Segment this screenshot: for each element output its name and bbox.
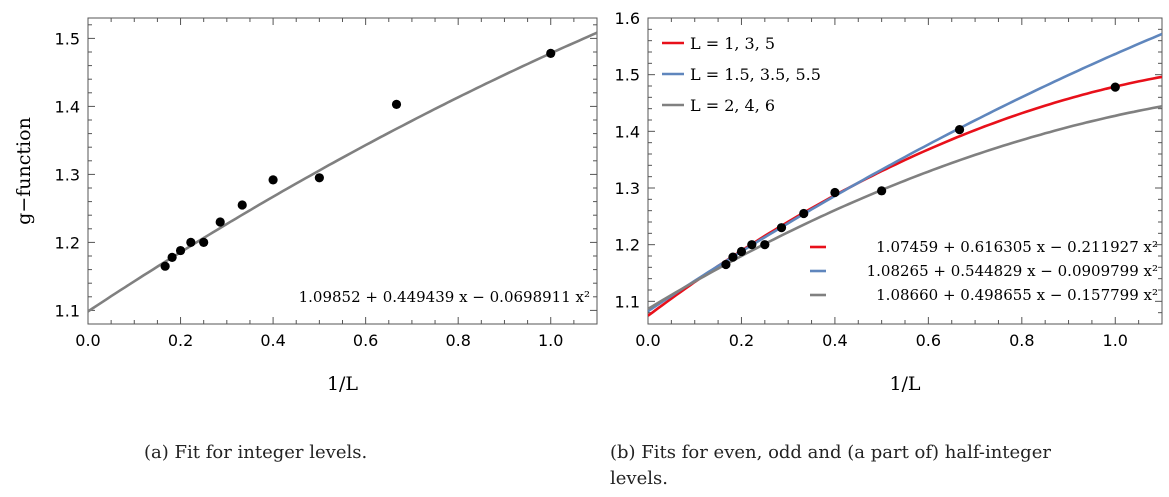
data-point [215, 217, 225, 227]
x-tick-label: 0.6 [353, 331, 378, 350]
y-tick-label: 1.6 [615, 9, 640, 28]
data-point [877, 186, 887, 196]
data-point [314, 173, 324, 183]
data-point [199, 237, 209, 247]
data-point [760, 240, 770, 250]
data-point [391, 99, 402, 109]
legend-label-3: L = 2, 4, 6 [690, 96, 775, 115]
data-point [736, 246, 747, 257]
x-tick-label: 1.0 [538, 331, 563, 350]
y-tick-label: 1.4 [615, 122, 640, 141]
y-axis-label: g−function [13, 117, 35, 225]
x-axis-label: 1/L [327, 373, 358, 395]
caption-b-line2: levels. [610, 468, 668, 489]
y-tick-label: 1.5 [615, 66, 640, 85]
plot-frame [87, 17, 598, 325]
x-tick-label: 0.4 [260, 331, 285, 350]
data-point [954, 125, 965, 135]
x-tick-label: 0.2 [168, 331, 193, 350]
x-tick-label: 1.0 [1103, 331, 1128, 350]
data-point [776, 223, 787, 233]
x-tick-label: 0.0 [75, 331, 100, 350]
data-point [747, 240, 757, 250]
fit-equation-3: 1.08660 + 0.498655 x − 0.157799 x² [876, 286, 1158, 304]
y-tick-label: 1.1 [615, 292, 640, 311]
x-tick-label: 0.2 [729, 331, 754, 350]
y-tick-label: 1.2 [615, 236, 640, 255]
data-point [799, 208, 809, 219]
data-point [830, 187, 840, 198]
legend-label-2: L = 1.5, 3.5, 5.5 [690, 65, 821, 84]
data-point [167, 252, 177, 262]
data-point [175, 245, 186, 256]
y-tick-label: 1.4 [55, 97, 80, 116]
x-tick-label: 0.4 [822, 331, 847, 350]
fit-equation-1: 1.09852 + 0.449439 x − 0.0698911 x² [299, 288, 590, 306]
chart-a: 0.0 0.2 0.4 0.6 0.8 1.0 1.1 1.2 1.3 1.4 1.5 1/L g−fu… [13, 17, 598, 395]
data-point [160, 261, 170, 271]
data-point [268, 175, 278, 185]
chart-b: 0.0 0.2 0.4 0.6 0.8 1.0 1.1 1.2 1.3 1.4 1.5 1.6 1/L L… [615, 9, 1163, 395]
fit-equation-2: 1.08265 + 0.544829 x − 0.0909799 x² [867, 262, 1158, 280]
caption-b-line1: (b) Fits for even, odd and (a part of) h… [610, 442, 1051, 463]
y-tick-label: 1.5 [55, 29, 80, 48]
x-tick-label: 0.8 [1009, 331, 1034, 350]
fit-equation-1: 1.07459 + 0.616305 x − 0.211927 x² [876, 238, 1158, 256]
x-tick-label: 0.8 [445, 331, 470, 350]
data-point [728, 252, 738, 262]
caption-a: (a) Fit for integer levels. [144, 442, 368, 463]
data-point [1110, 82, 1120, 92]
x-tick-label: 0.6 [916, 331, 941, 350]
data-point [237, 200, 247, 210]
y-tick-label: 1.3 [55, 165, 80, 184]
y-tick-label: 1.1 [55, 301, 80, 320]
data-point [186, 237, 196, 247]
legend-label-1: L = 1, 3, 5 [690, 34, 775, 53]
data-point [546, 48, 556, 58]
x-axis-label: 1/L [889, 373, 920, 395]
y-tick-label: 1.2 [55, 233, 80, 252]
data-point [721, 259, 731, 270]
x-tick-label: 0.0 [635, 331, 660, 350]
y-tick-label: 1.3 [615, 179, 640, 198]
